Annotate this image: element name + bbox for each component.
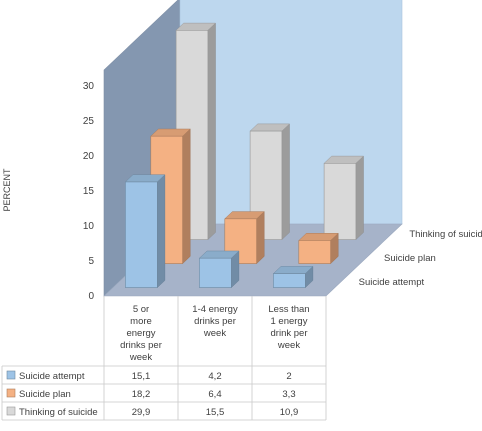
category-label-line: 1-4 energy xyxy=(192,304,238,315)
y-tick-label: 30 xyxy=(83,81,95,92)
depth-label-0: Suicide attempt xyxy=(359,277,425,288)
depth-label-2: Thinking of suicide xyxy=(409,229,482,240)
cell-value-0-1: 4,2 xyxy=(208,371,221,382)
category-label-line: week xyxy=(203,328,226,339)
category-label-line: 5 or xyxy=(133,304,149,315)
legend-key-1 xyxy=(6,388,16,398)
legend-key-0 xyxy=(6,370,16,380)
category-label-line: drinks per xyxy=(120,340,162,351)
category-label-2: Less than 1 energy drink per week xyxy=(268,304,309,351)
row-label-0: Suicide attempt xyxy=(19,371,85,382)
cell-value-1-2: 3,3 xyxy=(282,389,295,400)
cell-value-2-2: 10,9 xyxy=(280,407,299,418)
category-label-0: 5 or more energy drinks per week xyxy=(120,304,162,363)
bar-2-2 xyxy=(323,155,365,241)
bar-front xyxy=(199,257,232,288)
row-label-1: Suicide plan xyxy=(19,389,71,400)
bar-front xyxy=(273,273,306,288)
y-tick-label: 0 xyxy=(88,291,94,302)
bar-side xyxy=(207,22,216,241)
bar-front xyxy=(125,181,158,288)
chart-bars xyxy=(124,22,365,289)
y-tick-label: 10 xyxy=(83,221,95,232)
cell-value-2-0: 29,9 xyxy=(132,407,151,418)
category-label-1: 1-4 energy drinks per week xyxy=(192,304,238,339)
legend-key-2 xyxy=(6,406,16,416)
bar-front xyxy=(323,163,357,240)
cell-value-0-0: 15,1 xyxy=(132,371,151,382)
y-axis-title: PERCENT xyxy=(2,168,12,212)
y-tick-label: 25 xyxy=(83,116,95,127)
bar-1-2 xyxy=(298,232,339,265)
bar-0-2 xyxy=(272,265,314,289)
bar-front xyxy=(298,240,331,264)
cell-value-1-0: 18,2 xyxy=(132,389,151,400)
bar-0-1 xyxy=(198,250,240,289)
cell-value-1-1: 6,4 xyxy=(208,389,221,400)
row-label-2: Thinking of suicide xyxy=(19,407,98,418)
depth-label-1: Suicide plan xyxy=(384,253,436,264)
category-label-line: week xyxy=(277,340,300,351)
y-axis: 0 5 10 15 20 25 30 xyxy=(83,81,95,302)
bar-side xyxy=(355,155,364,241)
category-label-line: Less than xyxy=(268,304,309,315)
y-tick-label: 15 xyxy=(83,186,95,197)
category-label-line: week xyxy=(129,352,152,363)
category-label-line: more xyxy=(130,316,152,327)
bar-side xyxy=(157,174,166,289)
bar-side xyxy=(182,128,191,265)
bar-side xyxy=(256,211,265,265)
y-tick-label: 5 xyxy=(88,256,94,267)
category-label-line: 1 energy xyxy=(271,316,308,327)
cell-value-2-1: 15,5 xyxy=(206,407,225,418)
bar-0-0 xyxy=(124,174,166,289)
y-tick-label: 20 xyxy=(83,151,95,162)
series-depth-labels: Suicide attempt Suicide plan Thinking of s… xyxy=(359,229,482,288)
category-label-line: energy xyxy=(126,328,155,339)
category-label-line: drinks per xyxy=(194,316,236,327)
category-label-line: drink per xyxy=(271,328,308,339)
cell-value-0-2: 2 xyxy=(286,371,291,382)
bar-side xyxy=(281,123,290,241)
